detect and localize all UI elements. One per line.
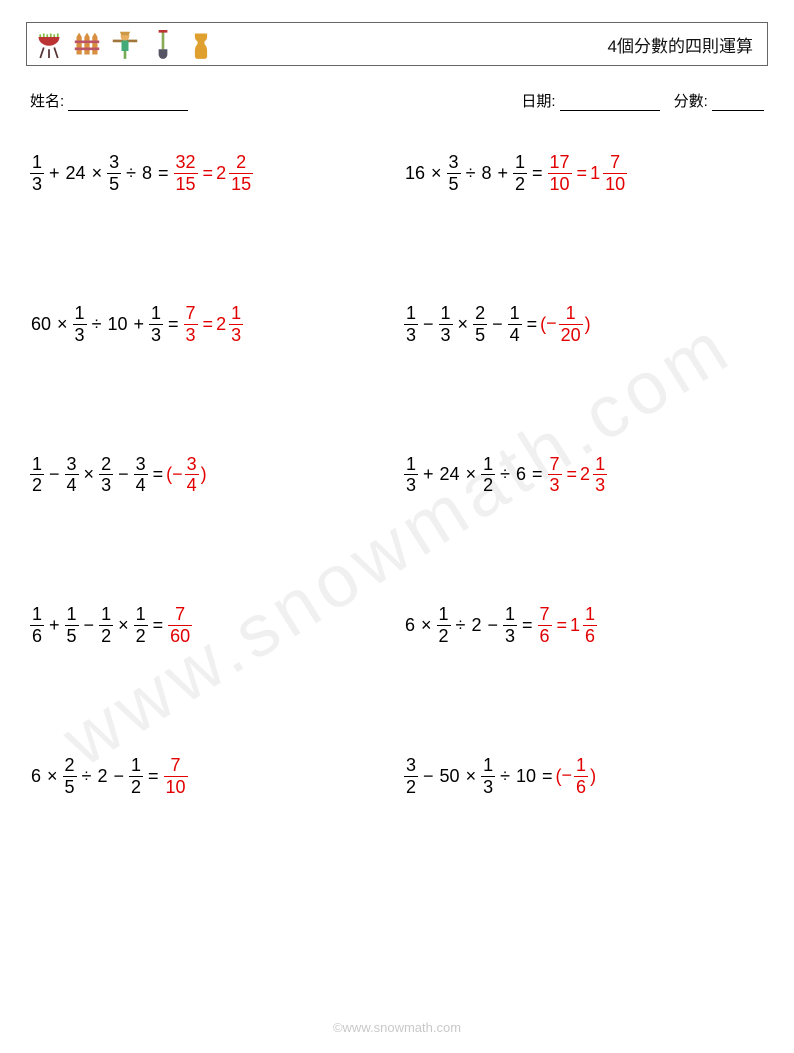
vase-icon xyxy=(187,28,215,60)
name-label: 姓名: xyxy=(30,90,188,111)
scarecrow-icon xyxy=(111,28,139,60)
problem-5: 12−34×23−34=(−34) xyxy=(28,455,392,496)
worksheet-header: 4個分數的四則運算 xyxy=(26,22,768,66)
footer-copyright: ©www.snowmath.com xyxy=(0,1020,794,1035)
meta-row: 姓名: 日期: 分數: xyxy=(30,90,764,111)
problem-2: 16×35÷8+12=1710=1710 xyxy=(402,153,766,194)
name-blank[interactable] xyxy=(68,94,188,111)
shovel-icon xyxy=(149,28,177,60)
problem-6: 13+24×12÷6=73=213 xyxy=(402,455,766,496)
worksheet-title: 4個分數的四則運算 xyxy=(608,32,753,57)
date-blank[interactable] xyxy=(560,94,660,111)
problem-3: 60×13÷10+13=73=213 xyxy=(28,304,392,345)
date-label: 日期: xyxy=(521,90,659,111)
fence-icon xyxy=(73,28,101,60)
problem-4: 13−13×25−14=(−120) xyxy=(402,304,766,345)
problem-10: 32−50×13÷10=(−16) xyxy=(402,756,766,797)
problems-grid: 13+24×35÷8=3215=221516×35÷8+12=1710=1710… xyxy=(26,153,768,797)
header-icon-row xyxy=(35,28,215,60)
barbecue-icon xyxy=(35,28,63,60)
problem-7: 16+15−12×12=760 xyxy=(28,605,392,646)
problem-1: 13+24×35÷8=3215=2215 xyxy=(28,153,392,194)
score-label: 分數: xyxy=(674,90,764,111)
problem-8: 6×12÷2−13=76=116 xyxy=(402,605,766,646)
problem-9: 6×25÷2−12=710 xyxy=(28,756,392,797)
score-blank[interactable] xyxy=(712,94,764,111)
